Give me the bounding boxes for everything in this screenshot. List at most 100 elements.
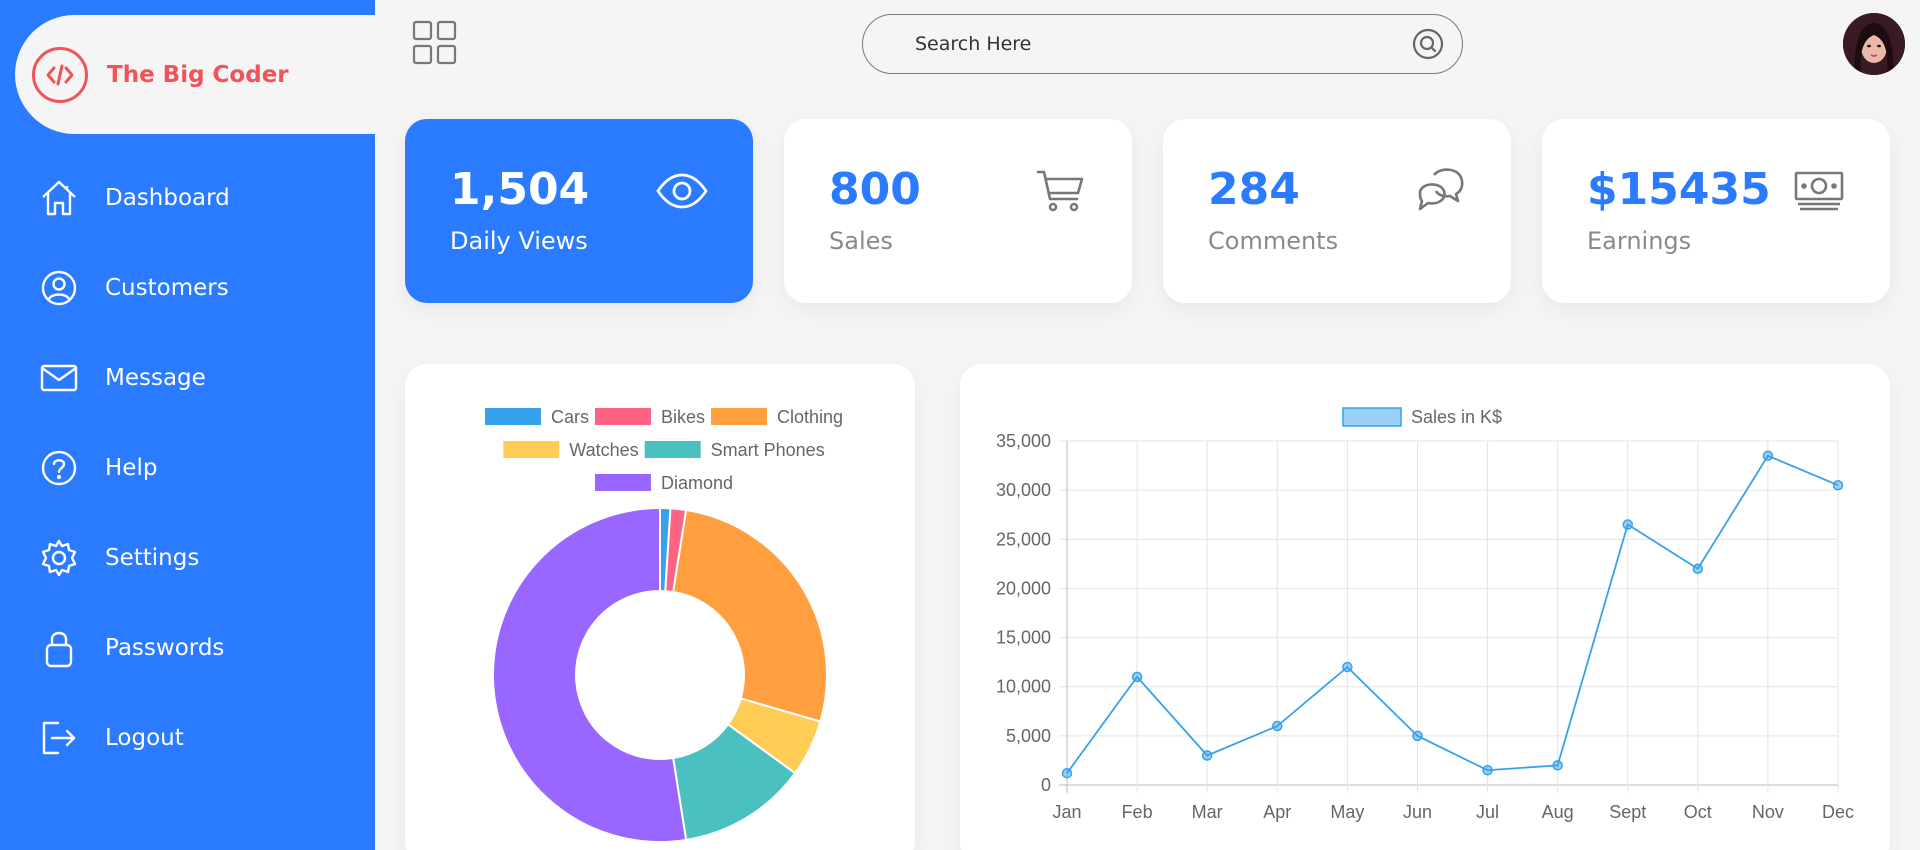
sidebar-item-help[interactable]: Help [0,423,375,513]
sidebar-item-dashboard[interactable]: Dashboard [0,153,375,243]
x-tick-label: Dec [1822,802,1854,822]
y-tick-label: 5,000 [1006,726,1051,746]
donut-slice-diamond[interactable] [492,506,688,843]
legend-item-diamond[interactable]: Diamond [594,473,733,493]
legend-item-sales[interactable]: Sales in K$ [1342,407,1502,427]
sidebar-nav: Dashboard Customers Message [0,180,375,783]
line-chart-panel: Sales in K$ 0 5,000 10,000 15,000 20,000 25,00… [960,364,1890,850]
data-point-mar[interactable] [1201,750,1213,761]
x-tick-label: Jun [1403,802,1432,822]
sidebar-item-label: Message [105,365,206,391]
legend-swatch [594,408,651,425]
y-tick-label: 25,000 [996,529,1051,549]
brand[interactable]: The Big Coder [15,15,375,134]
card-number: 800 [829,164,921,215]
search-input[interactable] [915,15,1395,72]
sidebar-item-message[interactable]: Message [0,333,375,423]
card-number: $15435 [1587,164,1771,215]
legend-swatch [503,441,560,458]
search-bar [862,14,1463,74]
legend-swatch [484,408,541,425]
data-point-dec[interactable] [1832,479,1844,491]
money-icon [1793,165,1845,217]
data-point-nov[interactable] [1762,450,1774,461]
x-tick-label: Aug [1542,802,1574,822]
eye-icon [656,165,708,217]
data-point-sept[interactable] [1622,519,1633,530]
legend-label: Clothing [777,407,843,427]
card-label: Daily Views [450,227,588,255]
y-tick-label: 30,000 [996,480,1051,500]
data-point-jan[interactable] [1061,767,1073,779]
data-point-oct[interactable] [1692,563,1704,575]
menu-grid-icon[interactable] [412,20,458,66]
legend-label: Smart Phones [711,440,825,460]
stat-card-comments[interactable]: 284 Comments [1163,119,1511,303]
legend-item-smart-phones[interactable]: Smart Phones [644,440,825,460]
legend-label: Diamond [661,473,733,493]
sidebar-item-customers[interactable]: Customers [0,243,375,333]
donut-slice-clothing[interactable] [671,508,828,723]
stat-card-sales[interactable]: 800 Sales [784,119,1132,303]
legend-label: Watches [569,440,638,460]
sidebar-item-label: Settings [105,545,200,571]
x-tick-label: May [1330,802,1364,822]
y-tick-label: 35,000 [996,431,1051,451]
data-point-feb[interactable] [1131,671,1143,683]
sidebar-item-logout[interactable]: Logout [0,693,375,783]
y-tick-label: 15,000 [996,628,1051,648]
mail-icon [38,357,80,399]
y-tick-label: 10,000 [996,677,1051,697]
card-label: Earnings [1587,227,1692,255]
sidebar-item-passwords[interactable]: Passwords [0,603,375,693]
user-circle-icon [38,267,80,309]
legend-item-bikes[interactable]: Bikes [594,407,705,427]
logout-icon [38,717,80,759]
x-tick-label: Feb [1122,802,1153,822]
sidebar-item-label: Dashboard [105,185,230,211]
data-point-may[interactable] [1342,661,1353,673]
legend-label: Sales in K$ [1411,407,1502,427]
legend-swatch [710,408,767,425]
data-point-aug[interactable] [1552,760,1563,771]
sidebar-item-label: Passwords [105,635,225,661]
help-icon [38,447,80,489]
line-chart: Sales in K$ 0 5,000 10,000 15,000 20,000 25,00… [996,407,1854,822]
sidebar-item-label: Help [105,455,158,481]
data-point-jun[interactable] [1412,730,1423,742]
stat-card-earnings[interactable]: $15435 Earnings [1542,119,1890,303]
series-line-sales [1066,454,1839,774]
legend-item-cars[interactable]: Cars [484,407,589,427]
gear-icon [38,537,80,579]
donut-chart: Cars Bikes Clothing Watches Smart Phones Diam… [484,407,843,843]
brand-title: The Big Coder [107,61,289,88]
legend-item-watches[interactable]: Watches [503,440,639,460]
avatar[interactable] [1843,13,1905,75]
x-tick-label: Nov [1752,802,1784,822]
legend-item-clothing[interactable]: Clothing [710,407,843,427]
data-point-jul[interactable] [1482,765,1493,776]
home-icon [38,177,80,219]
sidebar-item-settings[interactable]: Settings [0,513,375,603]
y-tick-label: 0 [1041,775,1051,795]
donut-chart-panel: Cars Bikes Clothing Watches Smart Phones Diam… [405,364,915,850]
chat-icon [1414,165,1466,217]
legend-label: Bikes [661,407,705,427]
stat-card-daily-views[interactable]: 1,504 Daily Views [405,119,753,303]
y-tick-label: 20,000 [996,578,1051,598]
legend-swatch [644,441,701,458]
card-label: Comments [1208,227,1339,255]
sidebar-item-label: Logout [105,725,184,751]
legend-swatch [594,474,651,491]
code-icon [32,46,88,103]
card-number: 1,504 [450,164,590,215]
legend-swatch [1342,407,1402,427]
search-icon[interactable] [1412,28,1444,60]
x-tick-label: Apr [1263,802,1291,822]
x-tick-label: Sept [1609,802,1646,822]
cart-icon [1035,165,1087,217]
sidebar: The Big Coder Dashboard Customers [0,0,375,850]
data-point-apr[interactable] [1272,720,1283,732]
sidebar-item-label: Customers [105,275,229,301]
legend-label: Cars [551,407,589,427]
